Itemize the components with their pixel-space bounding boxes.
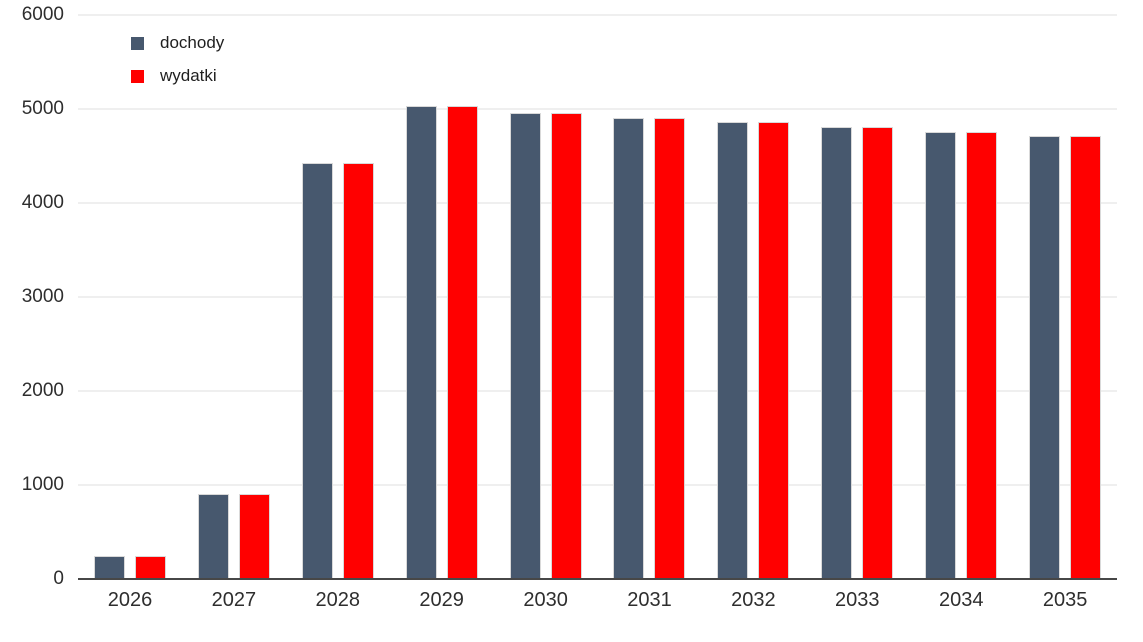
bar-dochody-2033 — [821, 126, 853, 579]
bar-wydatki-2034 — [966, 131, 998, 579]
bar-wydatki-2031 — [654, 117, 686, 579]
bar-group-2035 — [1013, 15, 1117, 579]
bar-dochody-2029 — [405, 106, 437, 579]
bars-container — [78, 15, 1117, 579]
bar-group-2029 — [390, 15, 494, 579]
y-tick-label: 3000 — [21, 286, 64, 307]
bar-group-2026 — [78, 15, 182, 579]
bar-dochody-2026 — [93, 555, 125, 579]
bar-wydatki-2027 — [238, 494, 270, 579]
bar-dochody-2030 — [509, 112, 541, 579]
bar-wydatki-2028 — [342, 162, 374, 579]
bar-group-2031 — [598, 15, 702, 579]
bar-wydatki-2030 — [550, 112, 582, 579]
y-tick-label: 0 — [53, 568, 64, 589]
bar-dochody-2027 — [197, 494, 229, 579]
legend-item-dochody: dochody — [131, 33, 224, 53]
y-tick-label: 1000 — [21, 474, 64, 495]
gridline — [78, 202, 1117, 204]
x-tick-label: 2034 — [938, 589, 984, 611]
x-axis: 2026 2027 2028 2029 2030 2031 2032 2033 2034 2035 — [78, 589, 1117, 612]
bar-group-2027 — [182, 15, 286, 579]
bar-group-2032 — [701, 15, 805, 579]
x-tick-label: 2028 — [315, 589, 361, 611]
bar-dochody-2034 — [925, 131, 957, 579]
legend-label-dochody: dochody — [160, 33, 225, 52]
bar-group-2033 — [805, 15, 909, 579]
bar-dochody-2032 — [717, 122, 749, 579]
bar-wydatki-2029 — [446, 106, 478, 579]
y-tick-label: 4000 — [21, 192, 64, 213]
bar-group-2030 — [494, 15, 598, 579]
x-axis-line — [78, 578, 1117, 580]
x-tick-label: 2030 — [523, 589, 568, 611]
gridline — [78, 390, 1117, 392]
gridline — [78, 484, 1117, 486]
bar-wydatki-2035 — [1070, 136, 1102, 579]
wydatki-swatch-icon — [131, 69, 144, 83]
x-tick-label: 2032 — [731, 589, 776, 611]
legend: dochody wydatki — [131, 33, 224, 86]
bar-wydatki-2033 — [862, 126, 894, 579]
gridline — [78, 108, 1117, 110]
gridline — [78, 296, 1117, 298]
plot-area — [78, 14, 1117, 580]
y-tick-label: 6000 — [21, 4, 64, 25]
x-tick-label: 2033 — [835, 589, 880, 611]
bar-group-2028 — [286, 15, 390, 579]
x-tick-label: 2026 — [107, 589, 153, 611]
bar-wydatki-2032 — [758, 122, 790, 579]
dochody-swatch-icon — [131, 36, 144, 50]
legend-label-wydatki: wydatki — [160, 66, 217, 85]
gridline — [78, 14, 1117, 16]
legend-item-wydatki: wydatki — [131, 66, 224, 86]
x-tick-label: 2031 — [627, 589, 672, 611]
y-tick-label: 5000 — [21, 98, 64, 119]
bar-dochody-2035 — [1029, 136, 1061, 579]
x-tick-label: 2029 — [419, 589, 464, 611]
bar-group-2034 — [909, 15, 1013, 579]
bar-dochody-2028 — [301, 162, 333, 579]
x-tick-label: 2035 — [1042, 589, 1088, 611]
bar-wydatki-2026 — [134, 555, 166, 579]
y-tick-label: 2000 — [21, 380, 64, 401]
x-tick-label: 2027 — [211, 589, 257, 611]
bar-dochody-2031 — [613, 117, 645, 579]
